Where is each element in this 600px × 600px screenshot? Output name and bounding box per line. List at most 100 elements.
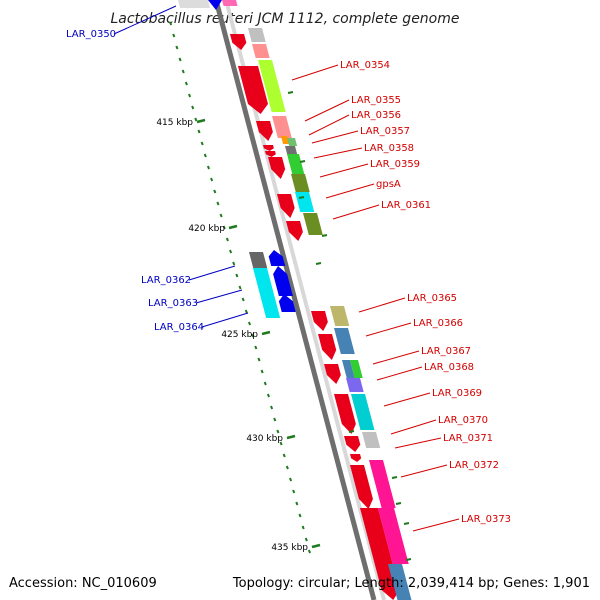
major-tick — [261, 330, 271, 336]
label-leader-line — [376, 366, 423, 381]
minor-tick — [263, 381, 267, 386]
forward-gene-arrow-6 — [277, 194, 295, 218]
label-leader-line — [319, 163, 369, 178]
minor-tick — [307, 549, 311, 554]
minor-tick — [270, 405, 274, 410]
label-leader-line — [332, 204, 380, 220]
category-block-12 — [330, 306, 350, 326]
category-block-14 — [342, 360, 355, 378]
minor-tick — [260, 369, 264, 374]
major-tick — [286, 434, 296, 440]
scale-label: 435 kbp — [271, 543, 308, 553]
reverse-gene-arrow-2 — [278, 294, 296, 312]
gene-label-lar-0368: LAR_0368 — [424, 362, 474, 373]
minor-tick — [229, 249, 233, 254]
gene-label-lar-0364: LAR_0364 — [154, 322, 204, 333]
gene-labels: LAR_0350 LAR_0354 LAR_0355 LAR_0356 LAR_0357… — [66, 5, 511, 532]
label-leader-line — [304, 99, 350, 122]
gene-label-lar-0356: LAR_0356 — [351, 110, 401, 121]
label-leader-line — [394, 437, 442, 449]
label-leader-line — [412, 518, 460, 532]
category-block-0 — [222, 0, 238, 6]
gene-label-lar-0366: LAR_0366 — [413, 318, 463, 329]
category-block-2 — [252, 44, 270, 58]
minor-tick — [298, 513, 302, 518]
gene-label-lar-0365: LAR_0365 — [407, 293, 457, 304]
minor-tick — [232, 261, 236, 266]
category-block-9 — [291, 174, 310, 192]
minor-tick — [203, 153, 207, 158]
minor-tick — [178, 57, 182, 62]
category-block-7 — [285, 146, 298, 154]
major-tick — [196, 118, 206, 124]
category-block-16 — [346, 378, 364, 392]
minor-tick — [181, 69, 185, 74]
minor-tick — [282, 453, 286, 458]
scale-label: 430 kbp — [246, 434, 283, 444]
minor-tick — [213, 189, 217, 194]
minor-tick — [206, 165, 211, 170]
minor-tick — [175, 45, 179, 50]
minor-tick — [301, 525, 305, 530]
feature-tick-2 — [298, 196, 305, 199]
minor-tick — [288, 477, 293, 482]
forward-gene-arrow-10 — [324, 364, 341, 384]
minor-tick — [210, 177, 214, 182]
forward-gene-arrow-4 — [265, 151, 276, 157]
minor-tick — [219, 213, 223, 218]
gene-label-lar-0369: LAR_0369 — [432, 388, 482, 399]
label-leader-line — [400, 464, 448, 478]
forward-gene-arrow-5 — [268, 157, 286, 179]
minor-tick — [197, 129, 201, 134]
minor-tick — [273, 417, 277, 422]
forward-gene-arrow-12 — [344, 436, 361, 452]
forward-gene-arrow-11 — [334, 394, 356, 434]
gene-label-lar-0363: LAR_0363 — [148, 298, 198, 309]
minor-tick — [266, 393, 270, 398]
category-block-17 — [351, 394, 375, 430]
minor-tick — [257, 357, 261, 362]
minor-tick — [285, 465, 289, 470]
gene-label-lar-0355: LAR_0355 — [351, 95, 401, 106]
gene-label-gpsa: gpsA — [376, 179, 401, 190]
category-block-6 — [287, 138, 298, 146]
minor-tick — [169, 21, 173, 26]
forward-gene-arrow-1 — [238, 66, 268, 114]
minor-tick — [295, 501, 299, 506]
forward-gene-arrow-13 — [350, 454, 362, 462]
minor-tick — [172, 33, 176, 38]
minor-tick — [238, 285, 242, 290]
gene-label-lar-0362: LAR_0362 — [141, 275, 191, 286]
minor-tick — [200, 141, 204, 146]
category-block-20 — [378, 508, 409, 564]
category-block-1 — [248, 28, 266, 42]
label-leader-line — [383, 392, 431, 407]
minor-tick — [194, 117, 198, 122]
forward-gene-arrow-9 — [318, 334, 337, 360]
forward-gene-arrow-2 — [256, 121, 273, 141]
minor-tick — [251, 333, 255, 338]
category-block-0363 — [253, 268, 281, 318]
gene-label-lar-0354: LAR_0354 — [340, 60, 390, 71]
minor-tick — [276, 429, 280, 434]
forward-gene-arrow-8 — [311, 311, 328, 331]
feature-tick-3 — [321, 234, 328, 237]
gene-features — [178, 0, 412, 600]
genome-backbone — [213, 0, 386, 600]
feature-tick-9 — [405, 558, 412, 561]
feature-tick-8 — [403, 522, 410, 525]
gene-label-lar-0371: LAR_0371 — [443, 433, 493, 444]
category-block-18 — [362, 432, 381, 448]
minor-tick — [304, 537, 308, 542]
category-block-13 — [334, 328, 355, 354]
gene-label-lar-0361: LAR_0361 — [381, 200, 431, 211]
label-leader-line — [188, 265, 236, 281]
major-tick — [311, 543, 321, 549]
feature-tick-0 — [287, 91, 294, 94]
accession-text: Accession: NC_010609 — [9, 576, 157, 591]
minor-tick — [225, 237, 229, 242]
feature-tick-7 — [395, 502, 402, 505]
minor-tick — [188, 93, 192, 98]
minor-tick — [292, 489, 296, 494]
